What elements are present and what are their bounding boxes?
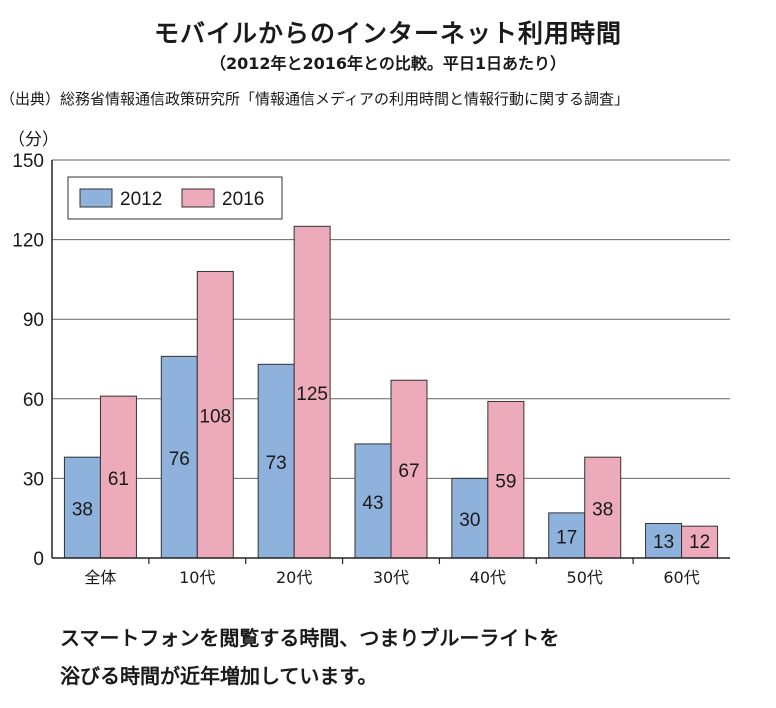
data-label: 73 <box>266 453 287 474</box>
x-tick-label: 30代 <box>373 568 409 587</box>
x-tick-label: 20代 <box>276 568 312 587</box>
y-axis-label: （分） <box>8 130 59 150</box>
data-label: 12 <box>689 532 710 553</box>
bar-chart: 0 30 60 90 120 150 全体 38 61 10代 76 108 20代 73 125 30代 43… <box>12 151 730 587</box>
x-tick-label: 全体 <box>84 568 116 587</box>
legend: 2012 2016 <box>67 176 283 220</box>
bar-2012 <box>645 523 683 559</box>
legend-swatch <box>181 188 215 208</box>
bar-2012 <box>548 512 586 559</box>
source-note: （出典）総務省情報通信政策研究所「情報通信メディアの利用時間と情報行動に関する調… <box>0 90 629 108</box>
caption-line-1: スマートフォンを閲覧する時間、つまりブルーライトを <box>60 626 560 650</box>
y-tick-label: 120 <box>12 231 44 252</box>
y-tick-label: 0 <box>33 549 44 570</box>
data-label: 125 <box>296 384 328 405</box>
data-label: 17 <box>556 527 577 548</box>
legend-label: 2012 <box>120 189 162 210</box>
bars <box>63 225 719 559</box>
y-tick-label: 150 <box>12 151 44 172</box>
data-label: 38 <box>72 500 93 521</box>
bar-2016 <box>390 379 428 559</box>
y-tick-label: 60 <box>23 390 44 411</box>
data-label: 67 <box>398 461 419 482</box>
data-label: 38 <box>592 500 613 521</box>
axes <box>51 160 730 564</box>
bar-2012 <box>354 443 392 559</box>
data-label: 30 <box>459 510 480 531</box>
bar-2012 <box>257 363 295 559</box>
y-tick-label: 30 <box>23 469 44 490</box>
bar-2016 <box>681 525 719 559</box>
chart-subtitle: （2012年と2016年との比較。平日1日あたり） <box>209 54 567 73</box>
data-label: 61 <box>108 469 129 490</box>
data-label: 13 <box>653 532 674 553</box>
bar-2012 <box>160 355 198 559</box>
y-tick-label: 90 <box>23 310 44 331</box>
data-label: 108 <box>199 407 231 428</box>
data-label: 43 <box>362 493 383 514</box>
x-tick-label: 50代 <box>567 568 603 587</box>
x-tick-label: 60代 <box>663 568 699 587</box>
bar-2012 <box>451 477 489 559</box>
legend-swatch <box>79 188 113 208</box>
chart-title: モバイルからのインターネット利用時間 <box>153 19 622 48</box>
labels: 0 30 60 90 120 150 全体 38 61 10代 76 108 20代 73 125 30代 43… <box>12 151 710 587</box>
x-tick-label: 10代 <box>179 568 215 587</box>
caption-line-2: 浴びる時間が近年増加しています。 <box>60 664 378 688</box>
x-tick-label: 40代 <box>470 568 506 587</box>
legend-label: 2016 <box>222 189 264 210</box>
data-label: 76 <box>169 449 190 470</box>
data-label: 59 <box>495 472 516 493</box>
